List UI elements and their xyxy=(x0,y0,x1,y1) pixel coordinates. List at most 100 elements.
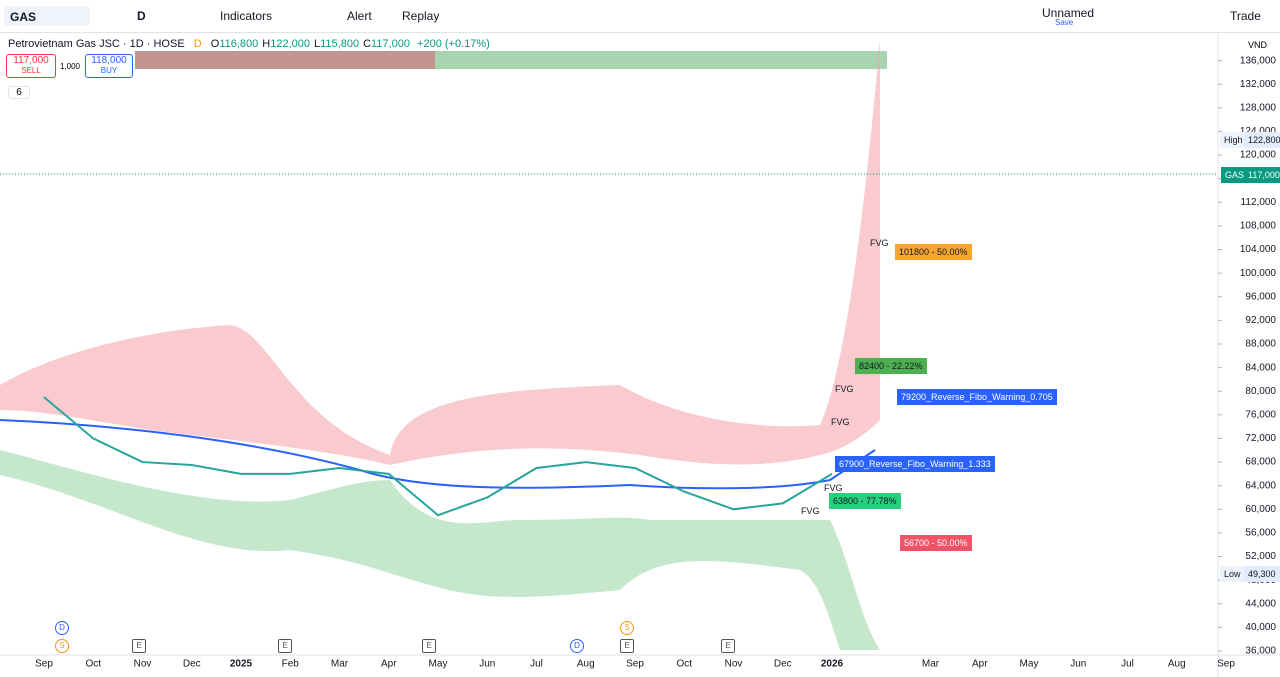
y-tick-label: 60,000 xyxy=(1245,504,1276,515)
interval[interactable]: D xyxy=(137,9,146,23)
moving-average xyxy=(0,419,876,490)
x-tick-label: Mar xyxy=(331,659,349,670)
y-tick-label: 72,000 xyxy=(1245,433,1276,444)
x-tick-label: Sep xyxy=(1217,659,1235,670)
indicator-count[interactable]: 6 xyxy=(8,86,30,99)
badge: D xyxy=(193,38,202,50)
x-tick-label: 2026 xyxy=(821,659,844,670)
annotation: 82400 - 22.22% xyxy=(855,358,927,374)
x-tick-label: May xyxy=(1020,659,1039,670)
y-tick-label: 96,000 xyxy=(1245,291,1276,302)
ohlc-label: L xyxy=(313,38,321,50)
ohlc-value: 122,000 xyxy=(270,38,310,50)
x-tick-label: Apr xyxy=(972,659,988,670)
alert[interactable]: Alert xyxy=(347,9,372,23)
y-tick-label: 128,000 xyxy=(1240,102,1277,113)
last-price: 117,000 xyxy=(1244,167,1280,183)
toolbar: GAS D Indicators Alert Replay Unnamed Sa… xyxy=(0,0,1280,33)
x-tick-label: Apr xyxy=(381,659,397,670)
buy-price: 118,000 xyxy=(91,55,127,66)
indicators[interactable]: Indicators xyxy=(220,9,273,23)
trade[interactable]: Trade xyxy=(1230,9,1261,23)
replay[interactable]: Replay xyxy=(402,9,440,23)
x-tick-label: Oct xyxy=(676,659,692,670)
ohlc-value: 117,000 xyxy=(371,38,410,50)
annotation: 101800 - 50.00% xyxy=(895,244,972,260)
low-value: 49,300 xyxy=(1244,566,1280,582)
currency: VND xyxy=(1248,40,1268,50)
event-marker: E xyxy=(620,639,634,653)
lower-band xyxy=(0,450,880,650)
annotation: 56700 - 50.00% xyxy=(900,535,972,551)
y-tick-label: 92,000 xyxy=(1245,315,1276,326)
y-tick-label: 136,000 xyxy=(1240,55,1277,66)
x-tick-label: 2025 xyxy=(230,659,253,670)
fvg-label: FVG xyxy=(870,238,889,248)
volume-strip xyxy=(135,51,887,69)
layout-name[interactable]: Unnamed xyxy=(1042,6,1095,20)
change: +200 (+0.17%) xyxy=(417,38,490,50)
y-tick-label: 36,000 xyxy=(1245,646,1276,657)
x-tick-label: Dec xyxy=(774,659,792,670)
event-marker: E xyxy=(721,639,735,653)
symbol-search[interactable]: GAS xyxy=(4,6,90,26)
fvg-label: FVG xyxy=(801,506,820,516)
annotation: 67900_Reverse_Fibo_Warning_1.333 xyxy=(835,456,995,472)
sell-button[interactable]: 117,000 SELL xyxy=(6,54,56,78)
event-marker: S xyxy=(620,621,634,635)
x-tick-label: Aug xyxy=(577,659,595,670)
x-tick-label: Feb xyxy=(282,659,300,670)
y-tick-label: 84,000 xyxy=(1245,362,1276,373)
high-label: High xyxy=(1220,132,1247,148)
spread: 1,000 xyxy=(59,62,81,71)
x-tick-label: Nov xyxy=(725,659,743,670)
ohlc-label: C xyxy=(363,38,372,50)
fvg-label: FVG xyxy=(824,483,843,493)
y-tick-label: 104,000 xyxy=(1240,244,1277,255)
event-marker: D xyxy=(55,621,69,635)
x-tick-label: Oct xyxy=(85,659,101,670)
event-marker: E xyxy=(422,639,436,653)
high-value: 122,800 xyxy=(1244,132,1280,148)
y-tick-label: 120,000 xyxy=(1240,150,1277,161)
x-tick-label: Mar xyxy=(922,659,940,670)
y-tick-label: 56,000 xyxy=(1245,528,1276,539)
y-tick-label: 88,000 xyxy=(1245,339,1276,350)
sell-price: 117,000 xyxy=(13,55,49,66)
buy: BUY xyxy=(100,66,118,75)
y-tick-label: 100,000 xyxy=(1240,268,1277,279)
sell: SELL xyxy=(21,66,41,75)
legend-title: Petrovietnam Gas JSC · 1D · HOSE xyxy=(8,38,185,50)
ohlc-label: H xyxy=(262,38,271,50)
y-tick-label: 68,000 xyxy=(1245,457,1276,468)
x-tick-label: Sep xyxy=(626,659,644,670)
upper-band xyxy=(0,40,880,465)
annotation: 79200_Reverse_Fibo_Warning_0.705 xyxy=(897,389,1057,405)
y-tick-label: 64,000 xyxy=(1245,480,1276,491)
x-tick-label: Jun xyxy=(479,659,495,670)
annotation: 63800 - 77.78% xyxy=(829,493,901,509)
y-tick-label: 132,000 xyxy=(1240,79,1277,90)
y-tick-label: 108,000 xyxy=(1240,221,1277,232)
price-line xyxy=(43,396,833,517)
x-tick-label: Dec xyxy=(183,659,201,670)
y-tick-label: 80,000 xyxy=(1245,386,1276,397)
y-tick-label: 76,000 xyxy=(1245,409,1276,420)
x-tick-label: Jul xyxy=(1121,659,1134,670)
fvg-label: FVG xyxy=(835,384,854,394)
x-tick-label: Nov xyxy=(134,659,152,670)
x-tick-label: Sep xyxy=(35,659,53,670)
buy-button[interactable]: 118,000 BUY xyxy=(85,54,133,78)
fvg-label: FVG xyxy=(831,417,850,427)
ohlc-label: O xyxy=(210,38,220,50)
event-marker: S xyxy=(55,639,69,653)
event-marker: E xyxy=(278,639,292,653)
save[interactable]: Save xyxy=(1055,18,1074,27)
y-tick-label: 44,000 xyxy=(1245,598,1276,609)
x-tick-label: May xyxy=(429,659,448,670)
legend: Petrovietnam Gas JSC · 1D · HOSE D O116,… xyxy=(8,38,490,50)
event-marker: D xyxy=(570,639,584,653)
symbol: GAS xyxy=(10,10,37,24)
